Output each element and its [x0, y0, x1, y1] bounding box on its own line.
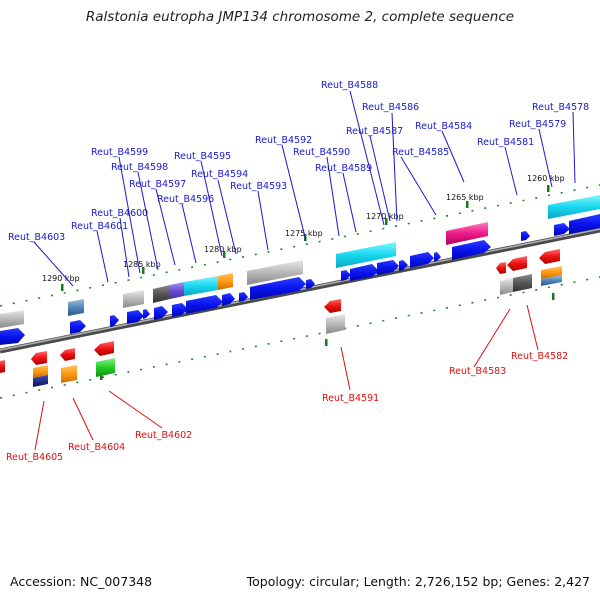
gene-arrow	[452, 240, 491, 260]
sequence-summary: Topology: circular; Length: 2,726,152 bp…	[246, 574, 590, 589]
gene-label: Reut_B4591	[322, 393, 379, 404]
gene-label: Reut_B4594	[191, 169, 248, 180]
feature-block	[336, 242, 396, 268]
feature-block	[31, 351, 47, 365]
feature-block	[539, 249, 560, 264]
forward-strand-features	[0, 195, 600, 328]
tick-label: 1290 kbp	[42, 274, 80, 283]
forward-strand-genes	[0, 214, 600, 345]
gene-label: Reut_B4584	[415, 121, 472, 132]
gene-label: Reut_B4603	[8, 232, 65, 243]
gene-label: Reut_B4597	[129, 179, 186, 190]
gene-label: Reut_B4579	[509, 119, 566, 130]
gene-arrow	[306, 279, 315, 289]
gene-label: Reut_B4598	[111, 162, 168, 173]
gene-label: Reut_B4589	[315, 163, 372, 174]
feature-block	[446, 222, 488, 245]
feature-block	[541, 275, 562, 286]
tick-label: 1280 kbp	[204, 245, 242, 254]
feature-block	[507, 256, 527, 271]
feature-block	[324, 299, 341, 313]
tick-label: 1285 kbp	[123, 260, 161, 269]
gene-arrow	[377, 260, 399, 275]
feature-block	[513, 274, 532, 292]
gene-arrow	[399, 260, 408, 271]
gene-arrow	[239, 292, 248, 302]
gene-arrow	[341, 270, 351, 281]
gene-label: Reut_B4605	[6, 452, 63, 463]
feature-block	[170, 282, 184, 299]
gene-arrow	[154, 306, 168, 320]
gene-label: Reut_B4588	[321, 80, 378, 91]
gene-arrow	[172, 303, 188, 317]
gene-label: Reut_B4586	[362, 102, 419, 113]
forward-gene-labels: Reut_B4578 Reut_B4579 Reut_B4581 Reut_B4…	[8, 80, 589, 243]
gene-label: Reut_B4604	[68, 442, 125, 453]
gene-label: Reut_B4596	[157, 194, 214, 205]
feature-block	[96, 358, 115, 377]
feature-block	[33, 365, 48, 378]
gene-label: Reut_B4578	[532, 102, 589, 113]
reverse-gene-labels: Reut_B4582 Reut_B4583 Reut_B4591 Reut_B4…	[6, 351, 568, 463]
feature-block	[61, 365, 77, 383]
feature-block	[218, 273, 233, 290]
gene-label: Reut_B4601	[71, 221, 128, 232]
feature-block	[247, 260, 303, 285]
gene-label: Reut_B4593	[230, 181, 287, 192]
gene-arrow	[569, 214, 600, 234]
gene-arrow	[250, 277, 306, 300]
tick-label: 1270 kbp	[366, 212, 404, 221]
feature-block	[184, 276, 218, 296]
forward-leader-lines	[33, 90, 576, 287]
feature-block	[0, 310, 24, 328]
feature-block	[94, 341, 114, 356]
gene-arrow	[410, 252, 434, 268]
feature-block	[123, 290, 144, 308]
gene-arrow	[434, 252, 441, 262]
gene-label: Reut_B4582	[511, 351, 568, 362]
gene-arrow	[554, 223, 570, 236]
feature-block	[326, 314, 345, 334]
feature-block	[60, 348, 75, 361]
gene-label: Reut_B4581	[477, 137, 534, 148]
feature-block	[548, 195, 600, 219]
gene-label: Reut_B4600	[91, 208, 148, 219]
gene-label: Reut_B4585	[392, 147, 449, 158]
feature-block	[153, 285, 170, 303]
gene-arrow	[350, 264, 379, 281]
gene-label: Reut_B4587	[346, 126, 403, 137]
feature-block	[68, 299, 84, 316]
reverse-strand-features	[0, 249, 562, 387]
tick-label: 1265 kbp	[446, 193, 484, 202]
accession-text: Accession: NC_007348	[10, 574, 153, 589]
gene-arrow	[127, 310, 144, 324]
reverse-leader-lines	[34, 304, 539, 451]
feature-block	[500, 278, 513, 295]
gene-arrow	[110, 315, 119, 327]
feature-block	[496, 262, 506, 274]
feature-block	[0, 360, 5, 373]
gene-label: Reut_B4599	[91, 147, 148, 158]
gene-arrow	[143, 309, 150, 319]
gene-label: Reut_B4602	[135, 430, 192, 441]
gene-arrow	[222, 293, 235, 306]
gene-arrow	[186, 295, 223, 314]
gene-label: Reut_B4583	[449, 366, 506, 377]
map-title: Ralstonia eutropha JMP134 chromosome 2, …	[85, 9, 515, 25]
tick-label: 1260 kbp	[527, 174, 565, 183]
gene-arrow	[0, 328, 25, 345]
feature-block	[33, 375, 48, 387]
gene-arrow	[521, 231, 530, 241]
feature-block	[541, 266, 562, 279]
gene-arrow	[70, 320, 86, 334]
gene-label: Reut_B4590	[293, 147, 350, 158]
gene-label: Reut_B4592	[255, 135, 312, 146]
gene-label: Reut_B4595	[174, 151, 231, 162]
